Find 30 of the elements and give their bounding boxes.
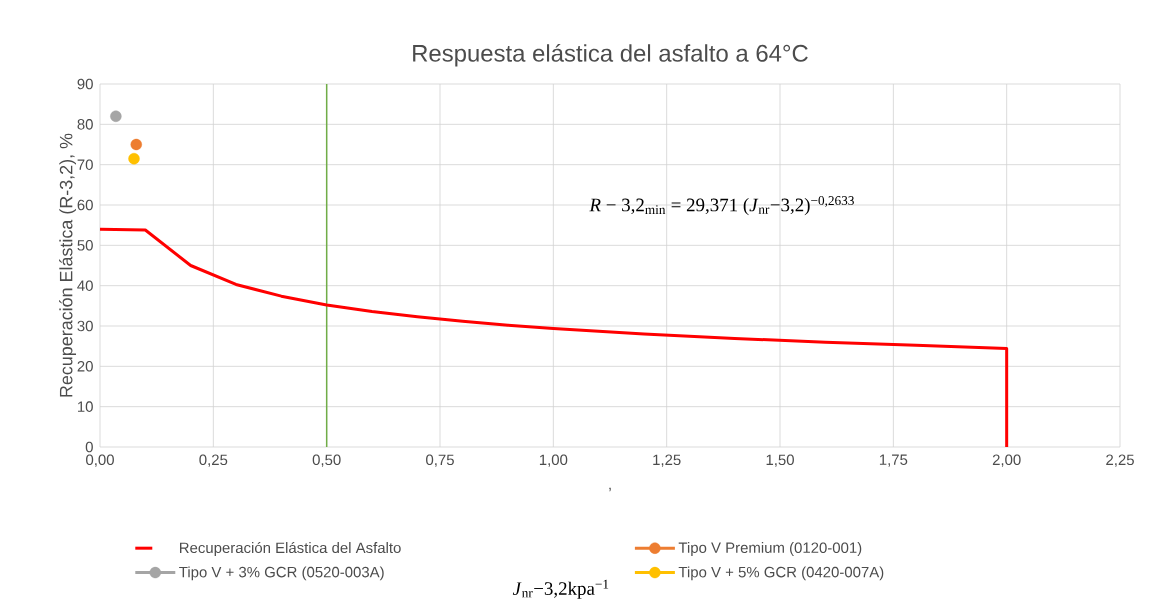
chart-title: Respuesta elástica del asfalto a 64°C [413,43,808,67]
x-tick-label: 1,25 [653,454,681,467]
y-tick-label: 50 [77,240,93,251]
y-tick-label: 70 [77,159,93,170]
x-tick-label: 0,25 [199,454,228,467]
annotation: R − 3,2$_{min}$ = 29,371 (J$_{nr}$−3,2)$^{−0,2633}$ [589,196,854,216]
y-axis-title: Recuperación Elástica (R-3,2), % [59,133,77,397]
x-tick-label: 1,50 [766,454,794,467]
y-tick-label: 10 [78,401,93,412]
x-tick-label: 2,25 [1106,454,1134,467]
y-tick-label: 20 [77,361,93,372]
x-axis-title: , [609,487,611,492]
y-tick-label: 30 [77,320,93,332]
y-tick-label: 90 [77,78,93,90]
x-tick-label: 1,75 [879,454,908,467]
legend-label: Tipo V + 5% GCR (0420-007A) [678,566,884,581]
y-tick-label: 60 [77,199,93,211]
line-series [98,227,1009,449]
y-tick-label: 40 [77,280,93,291]
x-tick-label: 2,00 [992,454,1021,467]
x-tick-label: 0,75 [426,454,454,467]
legend-label: Recuperación Elástica del Asfalto [180,541,401,557]
legend-label: Tipo V + 3% GCR (0520-003A) [179,566,384,581]
x-tick-label: 0,50 [312,454,341,467]
x-tick-label: 1,00 [539,454,568,467]
y-tick-label: 0 [85,441,93,453]
text: J$_{nr}$−3,2kpa$^{−1}$ [512,579,609,599]
y-tick-label: 80 [77,119,93,130]
x-tick-label: 0,00 [86,454,114,467]
legend-label: Tipo V Premium (0120-001) [678,542,862,556]
